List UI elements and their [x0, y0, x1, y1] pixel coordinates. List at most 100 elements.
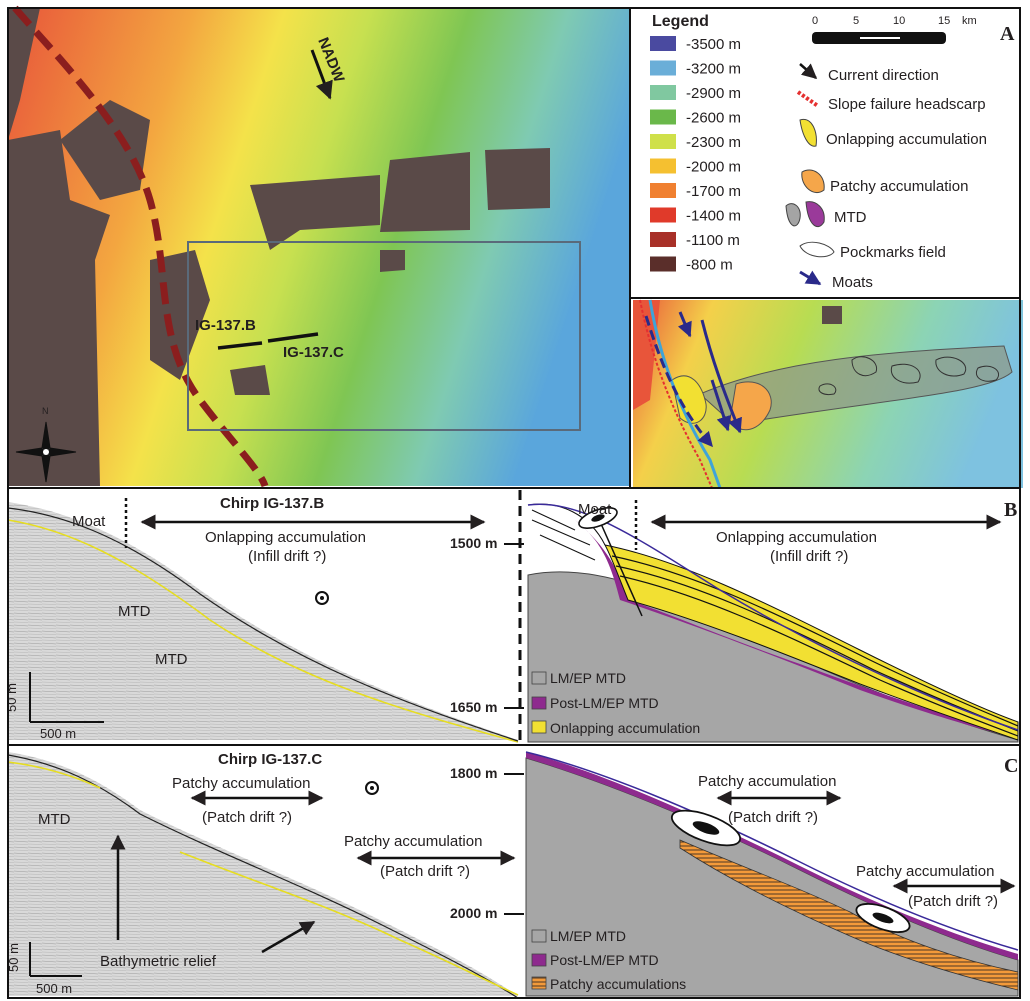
panel-frames: [7, 7, 1021, 999]
panel-c-chirp-title: Chirp IG-137.C: [218, 751, 322, 768]
depth-swatch: [650, 232, 676, 247]
depth-swatch: [650, 158, 676, 174]
depth-swatch: [650, 256, 676, 272]
patchy-icon: [801, 169, 825, 194]
depth-swatch: [650, 36, 676, 51]
legend-title: Legend: [652, 13, 709, 30]
panel-c-relief-arrow-right: [261, 920, 316, 954]
panel-c-patchy-label-left-2: (Patch drift ?): [202, 809, 292, 826]
panel-c-legend: LM/EP MTD Post-LM/EP MTD Patchy accumula…: [531, 928, 686, 992]
depth-swatch: [650, 109, 676, 125]
panel-b-onlap-label-right-1: Onlapping accumulation: [716, 529, 877, 546]
panel-c-patchy-label-right-1: Patchy accumulation: [698, 773, 836, 790]
profile-label-b: IG-137.B: [195, 317, 256, 334]
panel-b-moat-label-left: Moat: [72, 513, 106, 530]
panel-c-patchy-label-right-2: (Patch drift ?): [728, 809, 818, 826]
inset-headscarp: [639, 299, 713, 489]
panel-c-depth-1800: 1800 m: [450, 765, 497, 781]
depth-label: -2900 m: [686, 85, 741, 102]
legend-symbol-current: Current direction: [828, 67, 939, 84]
moats-icon: [799, 270, 822, 286]
study-area-box: [187, 241, 581, 431]
depth-label: -2000 m: [686, 159, 741, 176]
no-data-masks: [8, 8, 550, 486]
panel-c-patchy-label-left-4: (Patch drift ?): [380, 863, 470, 880]
headscarp-icon: [796, 90, 820, 108]
scale-tick-0: 0: [812, 15, 818, 27]
panel-c-patchy-label-left-3: Patchy accumulation: [344, 833, 482, 850]
legend-symbols: Current direction Slope failure headscar…: [785, 63, 987, 291]
depth-swatch: [650, 207, 676, 223]
scale-tick-10: 10: [893, 15, 905, 27]
profile-line-b: [217, 341, 263, 350]
depth-swatch: [650, 183, 676, 198]
nadw-arrow: [310, 49, 333, 100]
panel-b-legend: LM/EP MTD Post-LM/EP MTD Onlapping accum…: [531, 670, 700, 736]
panel-b-onlap-label-right-2: (Infill drift ?): [770, 548, 848, 565]
panel-c-legend-post: Post-LM/EP MTD: [550, 952, 659, 968]
panel-c-scale-v: 50 m: [6, 943, 21, 972]
depth-label: -3500 m: [686, 36, 741, 53]
panel-b-seismic: [8, 502, 518, 740]
scale-unit: km: [962, 15, 977, 27]
panel-c-patchy-label-left-1: Patchy accumulation: [172, 775, 310, 792]
panel-b-moat-label-right: Moat: [578, 501, 612, 518]
legend-symbol-headscarp: Slope failure headscarp: [828, 96, 986, 113]
depth-label: -2300 m: [686, 134, 741, 151]
depth-label: -800 m: [686, 257, 733, 274]
panel-c-depth-2000: 2000 m: [450, 905, 497, 921]
inset-onlapping: [671, 375, 707, 424]
legend-symbol-patchy: Patchy accumulation: [830, 178, 968, 195]
panel-b-mtd-label-1: MTD: [118, 603, 151, 620]
depth-legend: -3500 m -3200 m -2900 m -2600 m -2300 m -2000…: [650, 36, 741, 274]
panel-b-chirp-title: Chirp IG-137.B: [220, 495, 324, 512]
panel-b-legend-onlap: Onlapping accumulation: [550, 720, 700, 736]
inset-map: [633, 299, 1023, 489]
panel-c-legend-lmep: LM/EP MTD: [550, 928, 626, 944]
headscarp-dashed-line: [12, 5, 269, 488]
bathymetry-surface: [8, 8, 630, 486]
panel-b-depth-1500: 1500 m: [450, 535, 497, 551]
panel-a-letter: A: [1000, 23, 1015, 45]
mtd-grey-icon: [785, 203, 801, 227]
panel-c-legend-patchy: Patchy accumulations: [550, 976, 686, 992]
depth-label: -2600 m: [686, 110, 741, 127]
current-direction-icon: [799, 63, 818, 79]
depth-label: -1100 m: [686, 232, 740, 249]
panel-c: Chirp IG-137.C MTD Patchy accumulation (…: [6, 744, 1020, 999]
onlapping-icon: [799, 118, 817, 147]
panel-c-scale: 50 m 500 m: [6, 942, 82, 996]
panel-c-mtd-label: MTD: [38, 811, 71, 828]
depth-swatch: [650, 134, 676, 149]
panel-b-onlap-label-left-2: (Infill drift ?): [248, 548, 326, 565]
panel-c-patchy-accumulations: [679, 839, 1019, 991]
panel-c-relief-label: Bathymetric relief: [100, 953, 217, 970]
panel-b-scale-h: 500 m: [40, 726, 76, 741]
panel-c-scale-h: 500 m: [36, 981, 72, 996]
panel-c-post-mtd: [526, 752, 1018, 960]
panel-b-seismic-horizon: [7, 519, 519, 743]
legend-symbol-moats: Moats: [832, 274, 873, 291]
depth-swatch: [650, 60, 676, 76]
north-label: N: [42, 406, 49, 416]
panel-b-onlap-label-left-1: Onlapping accumulation: [205, 529, 366, 546]
panel-b-mtd-label-2: MTD: [155, 651, 188, 668]
scale-tick-15: 15: [938, 15, 950, 27]
scale-bar: 0 5 10 15 km: [812, 15, 977, 44]
panel-b-letter: B: [1004, 499, 1017, 521]
panel-b-depth-1650: 1650 m: [450, 699, 497, 715]
panel-c-seismic-horizon: [179, 851, 519, 996]
depth-swatch: [650, 85, 676, 100]
legend-symbol-pockmarks: Pockmarks field: [840, 244, 946, 261]
panel-b-legend-post: Post-LM/EP MTD: [550, 695, 659, 711]
inset-mtd-grey: [699, 345, 1013, 431]
depth-label: -1400 m: [686, 208, 741, 225]
panel-b-legend-lmep: LM/EP MTD: [550, 670, 626, 686]
panel-b: Chirp IG-137.B Moat Onlapping accumulati…: [4, 490, 1020, 1000]
mtd-purple-icon: [805, 201, 825, 227]
depth-label: -3200 m: [686, 61, 741, 78]
panel-c-patchy-label-right-3: Patchy accumulation: [856, 863, 994, 880]
legend-symbol-onlapping: Onlapping accumulation: [826, 131, 987, 148]
profile-label-c: IG-137.C: [283, 344, 344, 361]
